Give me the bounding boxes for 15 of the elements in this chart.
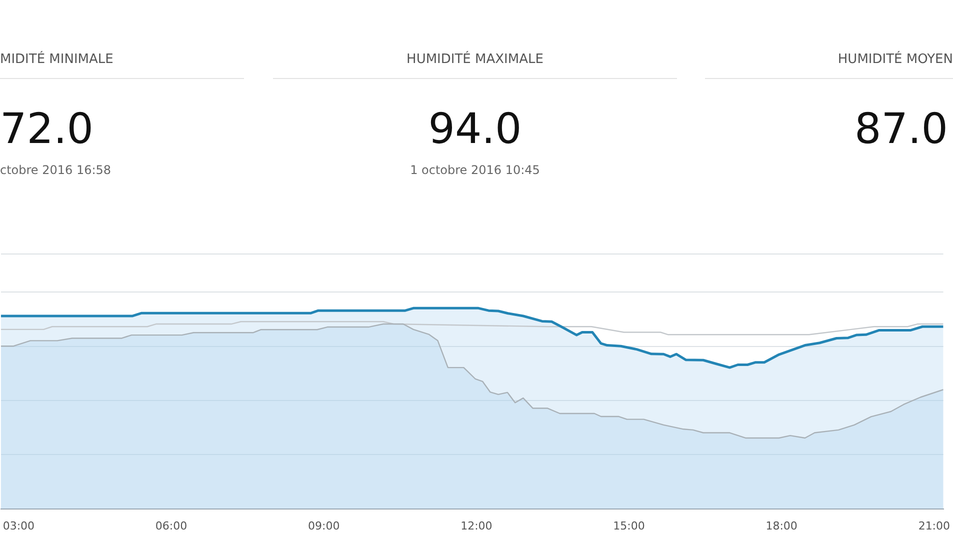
x-tick-label: 21:00 bbox=[918, 519, 950, 532]
text: 1 octobre 2016 10:45 bbox=[410, 163, 540, 177]
text: 72.0 bbox=[0, 104, 94, 153]
text: MIDITÉ MINIMALE bbox=[0, 52, 114, 67]
x-tick-label: 12:00 bbox=[460, 519, 492, 532]
x-tick-label: 09:00 bbox=[308, 519, 340, 532]
x-tick-label: 06:00 bbox=[155, 519, 188, 532]
text: 94.0 bbox=[428, 104, 522, 153]
text: ctobre 2016 16:58 bbox=[0, 163, 112, 177]
text: HUMIDITÉ MOYEN bbox=[838, 52, 953, 67]
text: HUMIDITÉ MAXIMALE bbox=[406, 52, 544, 67]
x-tick-label: 18:00 bbox=[766, 519, 798, 532]
x-tick-label: 15:00 bbox=[613, 519, 645, 532]
x-tick-label: 03:00 bbox=[2, 519, 35, 532]
text: 87.0 bbox=[854, 104, 948, 153]
